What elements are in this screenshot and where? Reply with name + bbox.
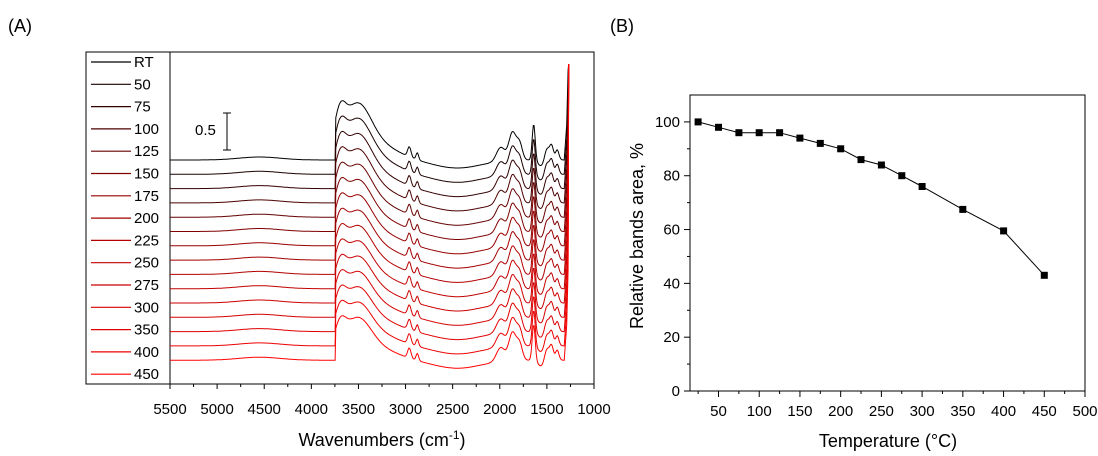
x-tick-label-a: 1500 (530, 401, 563, 418)
spectrum-line (170, 63, 570, 369)
x-tick-label-b: 50 (710, 403, 727, 420)
x-tick-label-b: 300 (910, 403, 935, 420)
data-point (796, 134, 804, 142)
x-tick-label-a: 4000 (295, 401, 328, 418)
data-point (694, 118, 702, 126)
legend-label: 175 (134, 188, 159, 205)
legend-label: RT (134, 54, 154, 71)
spectrum-line (170, 63, 570, 226)
spectrum-line (170, 63, 570, 269)
x-axis-title-b: Temperature (°C) (819, 431, 957, 451)
x-axis-title-a-sup: -1 (449, 428, 460, 442)
data-point (776, 129, 784, 137)
y-tick-label-b: 60 (663, 222, 680, 239)
data-point (959, 205, 967, 213)
legend: RT 50 75 100 125 150 175 200 225 250 275 300 350 400 4… (91, 54, 159, 383)
legend-label: 125 (134, 143, 159, 160)
x-tick-label-a: 3500 (342, 401, 375, 418)
x-tick-label-a: 5000 (200, 401, 233, 418)
x-tick-label-a: 3000 (389, 401, 422, 418)
spectrum-line (170, 63, 570, 255)
x-axis-a: 5500 5000 4500 4000 3500 3000 2500 2000 1500 1000 (153, 384, 611, 418)
spectrum-line (170, 63, 570, 312)
legend-label: 275 (134, 277, 159, 294)
panel-a-chart: (A) RT 50 75 100 125 150 175 200 225 250 275 300 350… (8, 16, 611, 450)
data-points-b (694, 118, 1048, 279)
x-axis-title-a-close: ) (460, 430, 466, 450)
data-point (1000, 227, 1008, 235)
x-tick-label-b: 100 (747, 403, 772, 420)
x-tick-label-b: 400 (991, 403, 1016, 420)
panel-b-label: (B) (610, 16, 634, 36)
data-point (837, 145, 845, 153)
legend-label: 200 (134, 210, 159, 227)
spectrum-line (170, 63, 570, 298)
legend-label: 450 (134, 366, 159, 383)
spectrum-line (170, 63, 570, 341)
data-point (816, 139, 824, 147)
x-axis-title-a: Wavenumbers (cm-1) (298, 428, 465, 450)
x-tick-label-a: 5500 (153, 401, 186, 418)
data-point (735, 129, 743, 137)
y-tick-label-b: 40 (663, 275, 680, 292)
x-tick-label-b: 500 (1072, 403, 1097, 420)
x-axis-title-a-text: Wavenumbers (cm (298, 430, 448, 450)
legend-label: 225 (134, 232, 159, 249)
spectrum-line (170, 63, 570, 212)
data-point (877, 161, 885, 169)
legend-label: 100 (134, 121, 159, 138)
y-tick-label-b: 100 (655, 114, 680, 131)
scale-bar: 0.5 (195, 112, 231, 151)
x-tick-label-a: 4500 (248, 401, 281, 418)
legend-label: 300 (134, 299, 159, 316)
spectrum-line (170, 63, 570, 355)
spectra-lines (170, 63, 570, 369)
spectrum-line (170, 63, 570, 326)
scale-bar-label: 0.5 (195, 122, 216, 139)
x-tick-label-b: 350 (950, 403, 975, 420)
legend-label: 75 (134, 99, 151, 116)
data-point (715, 123, 722, 131)
legend-label: 50 (134, 76, 151, 93)
plot-area-b (689, 94, 1086, 392)
y-axis-title-b: Relative bands area, % (627, 143, 647, 329)
data-point (1040, 271, 1048, 279)
axes-b: 50 100 150 200 250 300 350 400 450 500 0 20 40 60 80 10… (655, 114, 1098, 420)
y-tick-label-b: 20 (663, 329, 680, 346)
spectrum-line (170, 63, 570, 240)
panel-b-chart: (B) 50 100 150 200 250 300 350 400 450 500 0 20 40 60… (610, 16, 1098, 451)
x-tick-label-a: 1000 (577, 401, 610, 418)
legend-label: 250 (134, 255, 159, 272)
panel-a-label: (A) (8, 16, 32, 36)
legend-label: 150 (134, 166, 159, 183)
x-tick-label-b: 200 (828, 403, 853, 420)
legend-label: 400 (134, 344, 159, 361)
x-tick-label-b: 250 (869, 403, 894, 420)
x-tick-label-b: 150 (787, 403, 812, 420)
x-tick-label-a: 2000 (483, 401, 516, 418)
data-point (898, 172, 906, 180)
x-tick-label-a: 2500 (436, 401, 469, 418)
series-line-b (697, 121, 1045, 276)
spectrum-line (170, 63, 570, 198)
legend-label: 350 (134, 322, 159, 339)
data-point (755, 129, 763, 137)
spectrum-line (170, 63, 570, 183)
data-point (918, 183, 926, 190)
plot-area-a (169, 51, 595, 385)
spectrum-line (170, 63, 570, 169)
spectrum-line (170, 63, 570, 283)
data-point (857, 156, 865, 164)
x-tick-label-b: 450 (1032, 403, 1057, 420)
y-tick-label-b: 80 (663, 168, 680, 185)
y-tick-label-b: 0 (672, 383, 680, 400)
